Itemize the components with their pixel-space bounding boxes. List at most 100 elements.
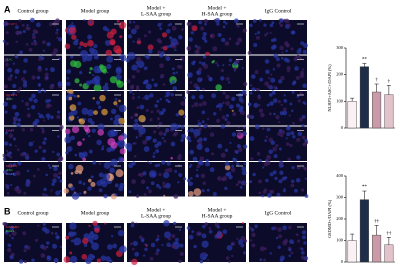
cell xyxy=(131,96,135,100)
cell xyxy=(216,225,220,229)
cell xyxy=(202,257,206,261)
cell xyxy=(278,120,281,124)
cell xyxy=(51,182,55,186)
cell xyxy=(2,222,6,226)
cell xyxy=(89,79,94,84)
cell xyxy=(55,31,59,35)
row-label: NLRP3 xyxy=(6,22,17,26)
cell xyxy=(299,73,305,79)
cell xyxy=(23,70,27,74)
cell xyxy=(280,103,283,106)
cell xyxy=(10,225,15,230)
cell xyxy=(59,245,62,248)
cell xyxy=(9,74,13,77)
cell xyxy=(243,162,247,165)
cell xyxy=(288,225,292,230)
cell xyxy=(43,137,47,141)
cell xyxy=(38,113,44,119)
cell xyxy=(28,141,34,147)
cell xyxy=(193,244,197,249)
error-bar xyxy=(386,85,391,95)
cell xyxy=(224,118,228,122)
y-axis-label: GSDMD+/DAPI (%) xyxy=(327,199,332,238)
cell xyxy=(186,22,191,26)
cell xyxy=(110,28,117,35)
cell xyxy=(38,55,43,59)
cell xyxy=(295,75,300,80)
cell xyxy=(251,87,256,92)
cell xyxy=(66,81,71,87)
cell xyxy=(155,149,160,153)
cell xyxy=(302,49,307,54)
cell xyxy=(71,192,80,200)
cell xyxy=(255,35,260,40)
cell xyxy=(31,75,36,80)
cell xyxy=(137,96,140,99)
cell xyxy=(59,179,63,183)
cell xyxy=(196,139,200,143)
cell xyxy=(198,61,202,64)
cell xyxy=(98,172,104,178)
cell xyxy=(216,118,221,123)
cell xyxy=(49,22,53,27)
cell xyxy=(190,176,193,180)
cell xyxy=(77,101,82,106)
cell xyxy=(58,37,63,42)
cell xyxy=(235,183,239,187)
cell xyxy=(50,104,53,107)
cell xyxy=(23,58,28,63)
cell xyxy=(156,125,160,129)
cell xyxy=(160,76,163,79)
cell xyxy=(226,244,233,251)
cell xyxy=(213,112,217,116)
cell xyxy=(87,178,92,183)
cell xyxy=(257,31,261,35)
cell xyxy=(258,159,263,163)
cell xyxy=(296,137,301,142)
cell xyxy=(282,189,286,193)
cell xyxy=(71,21,74,24)
error-bar xyxy=(362,63,367,67)
cell xyxy=(134,251,140,257)
cell xyxy=(130,28,137,35)
cell xyxy=(117,135,125,142)
cell xyxy=(115,67,122,75)
cell xyxy=(225,256,230,260)
cell xyxy=(283,99,288,103)
cell xyxy=(279,18,284,22)
cell xyxy=(56,36,59,40)
cell xyxy=(56,28,59,32)
cell xyxy=(298,117,304,122)
cell xyxy=(250,227,255,232)
cell xyxy=(8,163,13,169)
cell xyxy=(260,112,265,118)
cell xyxy=(175,237,179,242)
cell xyxy=(219,108,222,111)
cell xyxy=(196,164,201,169)
cell xyxy=(208,126,212,129)
cell xyxy=(132,40,135,43)
cell xyxy=(167,167,173,173)
cell xyxy=(196,168,199,171)
cell xyxy=(258,108,264,113)
cell xyxy=(246,114,252,119)
cell xyxy=(165,91,171,97)
cell xyxy=(115,169,124,178)
cell xyxy=(73,94,77,98)
cell xyxy=(199,232,203,236)
cell xyxy=(163,132,167,136)
cell xyxy=(279,111,284,116)
cell xyxy=(180,125,185,129)
cell xyxy=(232,157,238,163)
cell xyxy=(254,224,258,229)
cell xyxy=(277,131,282,136)
cell xyxy=(304,138,308,143)
cell xyxy=(222,229,228,235)
cell xyxy=(265,135,268,139)
cell xyxy=(178,228,182,232)
cell xyxy=(180,101,186,106)
cell xyxy=(276,63,281,68)
cell xyxy=(82,182,86,186)
cell xyxy=(243,239,248,243)
cell xyxy=(178,35,183,40)
